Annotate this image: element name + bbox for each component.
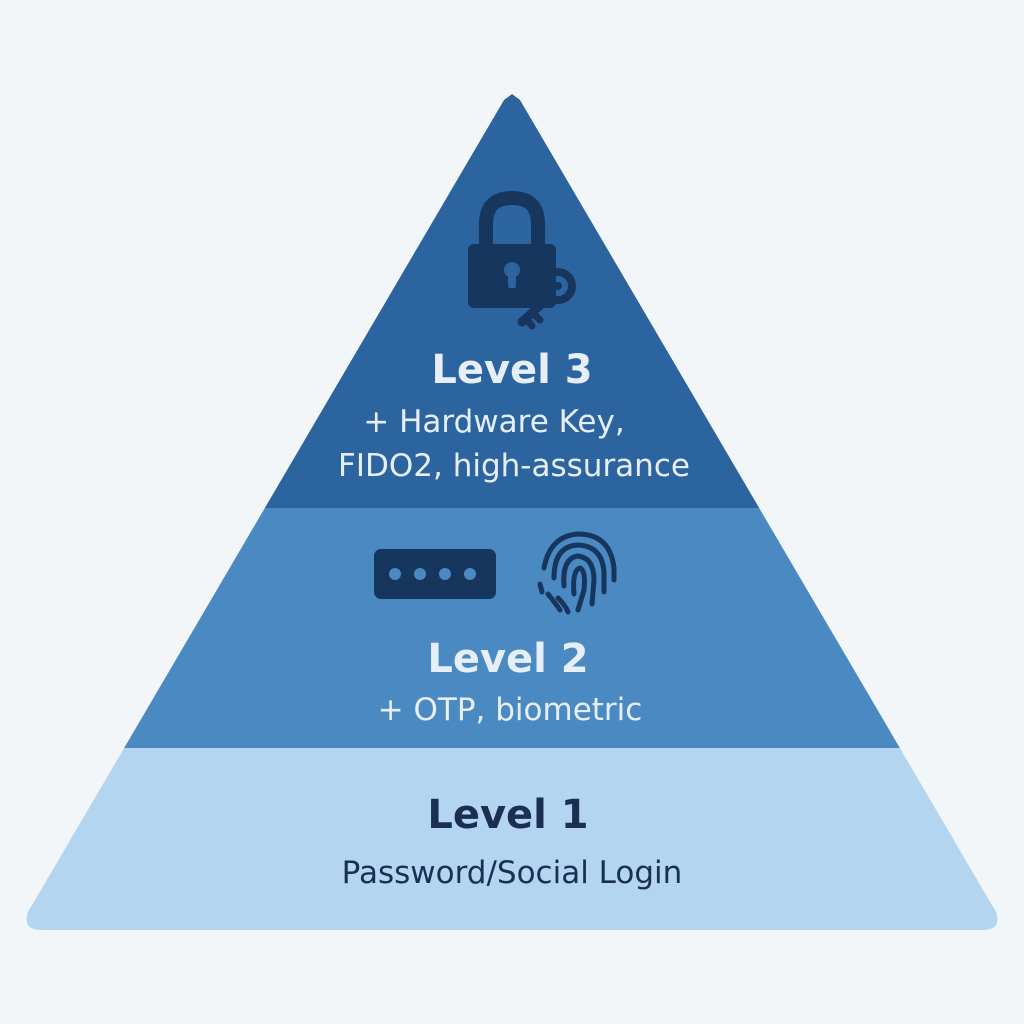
level-3-description-line-1: + Hardware Key, — [363, 404, 624, 440]
level-1-description: Password/Social Login — [342, 855, 683, 891]
level-2-title: Level 2 — [427, 636, 588, 682]
level-2-description: + OTP, biometric — [378, 692, 643, 728]
fingerprint-icon — [537, 531, 617, 615]
tier-level-1 — [26, 748, 998, 930]
key-icon — [517, 268, 576, 330]
level-3-title: Level 3 — [431, 347, 592, 393]
level-1-title: Level 1 — [427, 792, 588, 838]
otp-code-icon — [374, 549, 496, 599]
padlock-icon — [468, 190, 556, 308]
level-3-description-line-2: FIDO2, high-assurance — [338, 448, 690, 484]
